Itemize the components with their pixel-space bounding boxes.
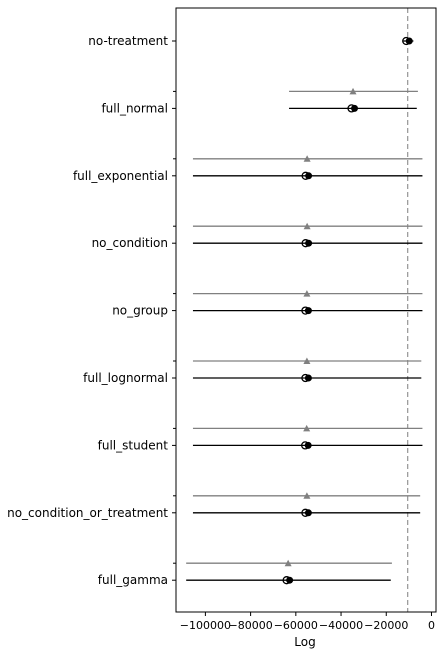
point-circle bbox=[304, 441, 312, 449]
point-circle bbox=[304, 509, 312, 517]
y-tick-label: full_normal bbox=[101, 101, 168, 115]
point-triangle bbox=[303, 155, 311, 162]
x-tick-label: −40000 bbox=[319, 619, 363, 632]
axes-frame bbox=[175, 7, 437, 613]
point-triangle bbox=[349, 87, 357, 95]
y-tick-label: no_group bbox=[112, 304, 168, 318]
point-triangle bbox=[303, 290, 311, 297]
point-circle bbox=[305, 172, 313, 180]
plot-area bbox=[186, 8, 423, 612]
y-tick-label: no-treatment bbox=[88, 34, 168, 48]
y-tick-label: full_gamma bbox=[98, 573, 168, 587]
y-axis: no-treatment full_normal full_exponentialn… bbox=[7, 34, 176, 587]
x-axis: −100000−80000 −60000 −40000 −20000 0 bbox=[180, 612, 435, 632]
point-circle bbox=[286, 576, 294, 584]
y-tick-label: full_exponential bbox=[73, 169, 168, 183]
point-triangle bbox=[303, 357, 311, 364]
point-triangle bbox=[303, 222, 311, 230]
point-triangle bbox=[303, 492, 311, 499]
point-circle bbox=[305, 239, 313, 247]
x-tick-label: −60000 bbox=[274, 619, 318, 632]
y-tick-label: no_condition bbox=[92, 236, 168, 250]
x-tick-label: −20000 bbox=[364, 619, 408, 632]
x-axis-title: Log bbox=[294, 635, 315, 649]
point-circle bbox=[405, 37, 413, 45]
x-tick-label: 0 bbox=[428, 619, 435, 632]
x-tick-label: −100000 bbox=[180, 619, 231, 632]
point-circle bbox=[304, 374, 312, 382]
point-triangle bbox=[284, 559, 292, 567]
y-tick-label: full_lognormal bbox=[83, 371, 168, 385]
x-tick-label: −80000 bbox=[228, 619, 272, 632]
point-circle bbox=[351, 104, 359, 112]
y-tick-label: full_student bbox=[98, 438, 169, 452]
point-circle bbox=[304, 307, 312, 315]
point-triangle bbox=[303, 424, 311, 432]
y-tick-label: no_condition_or_treatment bbox=[7, 506, 168, 520]
